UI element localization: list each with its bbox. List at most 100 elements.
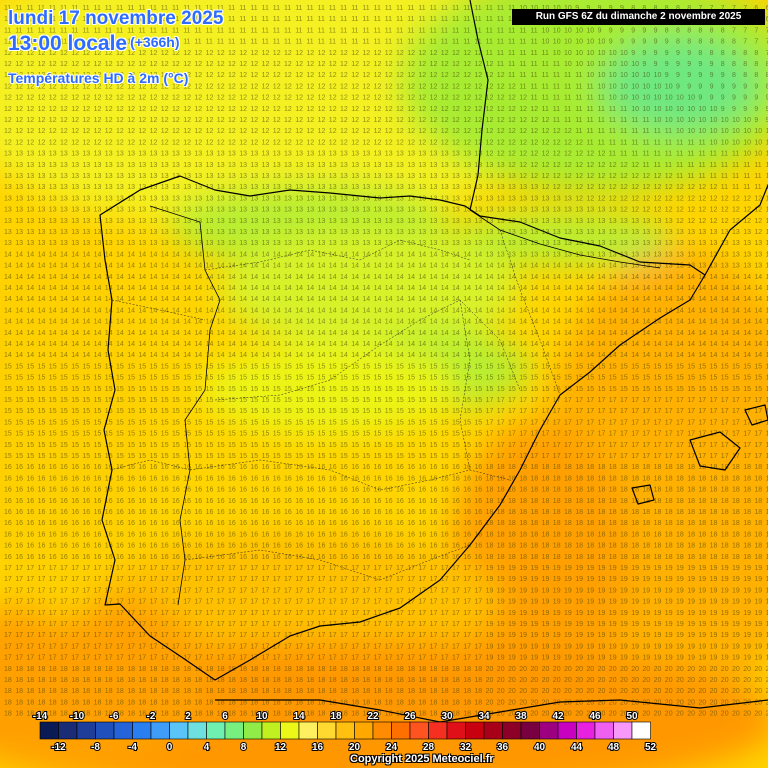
grid-value: 15: [418, 408, 426, 415]
grid-value: 18: [530, 498, 538, 505]
grid-value: 13: [172, 173, 180, 180]
grid-value: 12: [743, 195, 751, 202]
grid-value: 12: [463, 83, 471, 90]
grid-value: 19: [519, 587, 527, 594]
grid-value: 17: [49, 621, 57, 628]
grid-value: 19: [575, 599, 583, 606]
grid-value: 12: [71, 139, 79, 146]
grid-value: 17: [654, 408, 662, 415]
grid-value: 12: [654, 173, 662, 180]
grid-value: 11: [575, 128, 582, 135]
grid-value: 12: [441, 83, 449, 90]
grid-value: 19: [598, 576, 606, 583]
grid-value: 16: [250, 498, 258, 505]
grid-value: 13: [463, 229, 471, 236]
grid-value: 15: [194, 453, 202, 460]
grid-value: 10: [654, 117, 662, 124]
grid-value: 10: [721, 117, 729, 124]
grid-value: 18: [71, 677, 79, 684]
grid-value: 13: [396, 218, 404, 225]
grid-value: 11: [38, 39, 45, 46]
grid-value: 14: [194, 263, 202, 270]
grid-value: 19: [586, 655, 594, 662]
grid-value: 14: [374, 251, 382, 258]
grid-value: 15: [654, 363, 662, 370]
grid-value: 19: [710, 587, 718, 594]
grid-value: 19: [519, 565, 527, 572]
grid-value: 14: [497, 330, 505, 337]
grid-value: 17: [228, 655, 236, 662]
grid-value: 14: [138, 285, 146, 292]
grid-value: 8: [710, 27, 714, 34]
grid-value: 17: [94, 599, 102, 606]
grid-value: 13: [407, 195, 415, 202]
grid-value: 16: [26, 554, 34, 561]
grid-value: 15: [351, 397, 359, 404]
grid-value: 12: [318, 83, 326, 90]
grid-value: 16: [262, 509, 270, 516]
grid-value: 18: [598, 509, 606, 516]
grid-value: 15: [676, 375, 684, 382]
grid-value: 12: [430, 61, 438, 68]
grid-value: 18: [452, 666, 460, 673]
grid-value: 16: [340, 487, 348, 494]
grid-value: 13: [553, 195, 561, 202]
grid-value: 12: [284, 128, 292, 135]
grid-value: 17: [273, 565, 281, 572]
grid-value: 14: [340, 274, 348, 281]
grid-value: 14: [4, 263, 12, 270]
grid-value: 13: [116, 184, 124, 191]
grid-value: 12: [329, 61, 337, 68]
grid-value: 13: [60, 184, 68, 191]
grid-value: 11: [430, 39, 437, 46]
grid-value: 13: [318, 162, 326, 169]
grid-value: 18: [385, 688, 393, 695]
legend-swatch: [557, 721, 577, 740]
grid-value: 17: [26, 565, 34, 572]
grid-value: 13: [351, 195, 359, 202]
grid-value: 18: [150, 666, 158, 673]
legend-tick-label: 8: [241, 742, 247, 753]
grid-value: 17: [71, 643, 79, 650]
grid-value: 13: [172, 195, 180, 202]
grid-value: 14: [530, 330, 538, 337]
grid-value: 15: [452, 375, 460, 382]
grid-value: 17: [94, 565, 102, 572]
grid-value: 17: [631, 453, 639, 460]
legend-tick-label: 34: [478, 711, 490, 722]
grid-value: 15: [754, 363, 762, 370]
grid-value: 15: [441, 363, 449, 370]
grid-value: 14: [564, 307, 572, 314]
grid-value: 15: [329, 453, 337, 460]
grid-value: 14: [82, 251, 90, 258]
grid-value: 11: [586, 83, 593, 90]
grid-value: 12: [385, 50, 393, 57]
grid-value: 9: [698, 83, 702, 90]
grid-value: 12: [94, 72, 102, 79]
grid-value: 17: [318, 643, 326, 650]
grid-value: 14: [206, 352, 214, 359]
grid-value: 17: [407, 610, 415, 617]
legend-color-bar: [39, 721, 651, 740]
grid-value: 17: [127, 565, 135, 572]
grid-value: 13: [430, 173, 438, 180]
grid-value: 11: [239, 27, 246, 34]
grid-value: 13: [665, 240, 673, 247]
grid-value: 17: [374, 599, 382, 606]
grid-value: 14: [351, 307, 359, 314]
grid-value: 11: [396, 16, 403, 23]
grid-value: 17: [385, 587, 393, 594]
grid-value: 16: [306, 509, 314, 516]
grid-value: 15: [407, 363, 415, 370]
grid-value: 9: [676, 61, 680, 68]
grid-value: 14: [105, 285, 113, 292]
grid-value: 12: [116, 117, 124, 124]
grid-value: 15: [194, 375, 202, 382]
grid-value: 10: [710, 139, 718, 146]
grid-value: 16: [452, 475, 460, 482]
grid-value: 17: [530, 397, 538, 404]
grid-value: 17: [306, 599, 314, 606]
grid-value: 9: [676, 50, 680, 57]
grid-value: 8: [732, 50, 736, 57]
grid-value: 14: [530, 352, 538, 359]
